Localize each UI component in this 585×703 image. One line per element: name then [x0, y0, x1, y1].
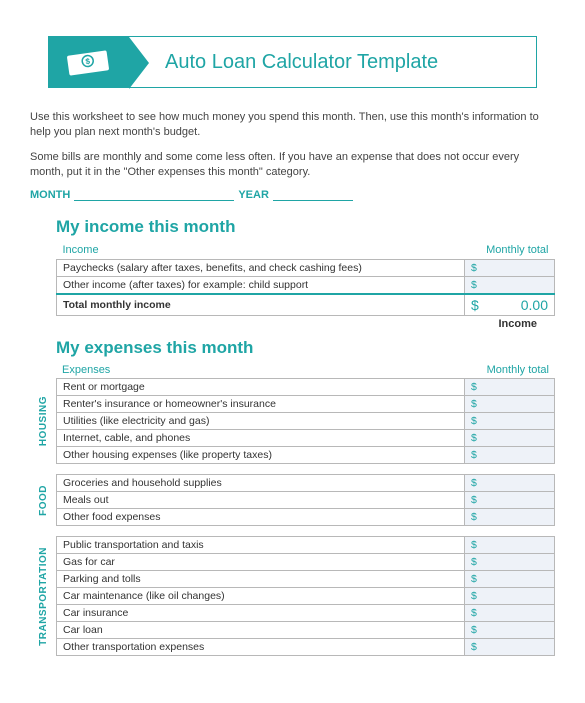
expense-row-label: Renter's insurance or homeowner's insura… [57, 396, 465, 413]
income-row-amount[interactable]: $ [465, 260, 555, 277]
group-label-text: TRANSPORTATION [38, 547, 49, 646]
expense-row-amount[interactable]: $ [465, 509, 555, 526]
income-total-row: Total monthly income $0.00 [57, 294, 555, 316]
table-row: Utilities (like electricity and gas)$ [57, 413, 555, 430]
income-row-label: Paychecks (salary after taxes, benefits,… [57, 260, 465, 277]
expense-row-amount[interactable]: $ [465, 379, 555, 396]
month-input-line[interactable] [74, 189, 234, 201]
group-label: TRANSPORTATION [30, 536, 56, 656]
income-row-amount[interactable]: $ [465, 277, 555, 295]
table-row: Car loan$ [57, 622, 555, 639]
income-col-header: Income [57, 241, 465, 260]
group-label-text: HOUSING [38, 396, 49, 446]
income-row-label: Other income (after taxes) for example: … [57, 277, 465, 295]
monthly-total-header: Monthly total [465, 362, 555, 378]
expense-table: Groceries and household supplies$Meals o… [56, 474, 555, 526]
expense-row-label: Car maintenance (like oil changes) [57, 588, 465, 605]
table-row: Other food expenses$ [57, 509, 555, 526]
table-row: Other transportation expenses$ [57, 639, 555, 656]
table-row: Internet, cable, and phones$ [57, 430, 555, 447]
expense-row-label: Groceries and household supplies [57, 475, 465, 492]
year-label: YEAR [238, 189, 269, 201]
expense-row-amount[interactable]: $ [465, 492, 555, 509]
expense-row-label: Car loan [57, 622, 465, 639]
income-footer-label: Income [56, 316, 555, 330]
intro-paragraph-2: Some bills are monthly and some come les… [30, 150, 555, 180]
expenses-col-header: Expenses [56, 362, 465, 378]
table-row: Car maintenance (like oil changes)$ [57, 588, 555, 605]
expense-row-label: Other housing expenses (like property ta… [57, 447, 465, 464]
expense-row-label: Other transportation expenses [57, 639, 465, 656]
income-section-title: My income this month [30, 217, 555, 237]
expense-group: HOUSINGRent or mortgage$Renter's insuran… [30, 378, 555, 464]
banner-arrow [129, 37, 149, 89]
expense-row-label: Internet, cable, and phones [57, 430, 465, 447]
group-label: HOUSING [30, 378, 56, 464]
expense-row-amount[interactable]: $ [465, 622, 555, 639]
total-value: 0.00 [521, 297, 548, 313]
monthly-total-header: Monthly total [465, 241, 555, 260]
year-input-line[interactable] [273, 189, 353, 201]
table-row: Car insurance$ [57, 605, 555, 622]
expense-row-label: Parking and tolls [57, 571, 465, 588]
table-row: Rent or mortgage$ [57, 379, 555, 396]
table-row: Parking and tolls$ [57, 571, 555, 588]
dollar-sign: $ [471, 297, 479, 313]
month-year-row: MONTH YEAR [30, 189, 555, 201]
table-row: Other income (after taxes) for example: … [57, 277, 555, 295]
page-title: Auto Loan Calculator Template [149, 37, 536, 87]
expense-row-amount[interactable]: $ [465, 430, 555, 447]
table-row: Other housing expenses (like property ta… [57, 447, 555, 464]
expense-row-amount[interactable]: $ [465, 554, 555, 571]
expense-row-amount[interactable]: $ [465, 571, 555, 588]
expense-row-label: Public transportation and taxis [57, 537, 465, 554]
expense-group: TRANSPORTATION Public transportation and … [30, 536, 555, 656]
money-icon: $ [49, 37, 129, 87]
intro-paragraph-1: Use this worksheet to see how much money… [30, 110, 555, 140]
banner-icon-wrap: $ [49, 37, 129, 87]
title-banner: $ Auto Loan Calculator Template [48, 36, 537, 88]
expense-row-label: Utilities (like electricity and gas) [57, 413, 465, 430]
table-row: Renter's insurance or homeowner's insura… [57, 396, 555, 413]
group-label-text: FOOD [38, 485, 49, 516]
expense-row-amount[interactable]: $ [465, 588, 555, 605]
income-table: Income Monthly total Paychecks (salary a… [56, 241, 555, 316]
income-total-amount: $0.00 [465, 294, 555, 316]
expense-row-label: Gas for car [57, 554, 465, 571]
expense-row-amount[interactable]: $ [465, 475, 555, 492]
expense-row-label: Meals out [57, 492, 465, 509]
expense-row-amount[interactable]: $ [465, 447, 555, 464]
expense-row-amount[interactable]: $ [465, 537, 555, 554]
table-row: Paychecks (salary after taxes, benefits,… [57, 260, 555, 277]
expenses-section-title: My expenses this month [30, 338, 555, 358]
income-total-label: Total monthly income [57, 294, 465, 316]
expense-row-amount[interactable]: $ [465, 639, 555, 656]
expense-row-amount[interactable]: $ [465, 605, 555, 622]
expense-table: Rent or mortgage$Renter's insurance or h… [56, 378, 555, 464]
table-row: Public transportation and taxis$ [57, 537, 555, 554]
group-label: FOOD [30, 474, 56, 526]
expense-row-label: Other food expenses [57, 509, 465, 526]
table-row: Gas for car$ [57, 554, 555, 571]
expense-row-label: Car insurance [57, 605, 465, 622]
table-row: Groceries and household supplies$ [57, 475, 555, 492]
expense-row-label: Rent or mortgage [57, 379, 465, 396]
month-label: MONTH [30, 189, 70, 201]
table-row: Meals out$ [57, 492, 555, 509]
expense-row-amount[interactable]: $ [465, 413, 555, 430]
expense-table: Public transportation and taxis$Gas for … [56, 536, 555, 656]
expense-row-amount[interactable]: $ [465, 396, 555, 413]
expenses-header-row: Expenses Monthly total [30, 362, 555, 378]
expense-group: FOOD Groceries and household supplies$Mea… [30, 474, 555, 526]
